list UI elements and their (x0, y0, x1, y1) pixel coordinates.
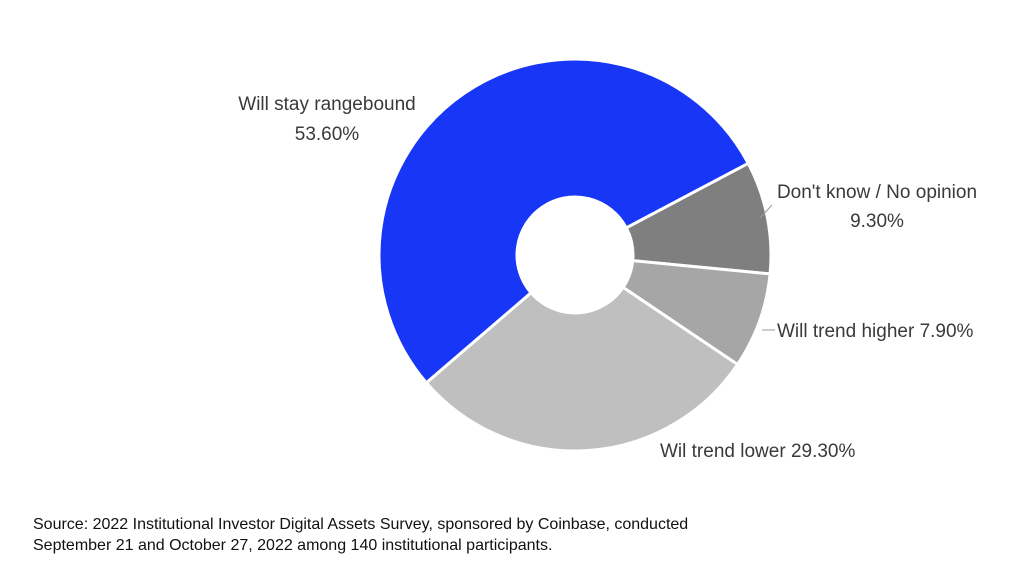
label-lower: Wil trend lower 29.30% (660, 441, 855, 462)
source-line-1: Source: 2022 Institutional Investor Digi… (33, 516, 689, 533)
source-note: Source: 2022 Institutional Investor Digi… (33, 514, 833, 556)
label-dontknow-value: 9.30% (850, 211, 904, 232)
label-rangebound-name: Will stay rangebound (238, 94, 415, 115)
label-rangebound-value: 53.60% (295, 124, 360, 145)
source-line-2: September 21 and October 27, 2022 among … (33, 537, 553, 554)
label-higher-name: Will trend higher (777, 321, 915, 342)
leader-line-dont-know (759, 204, 773, 219)
label-higher-value: 7.90% (920, 321, 974, 342)
label-lower-value: 29.30% (791, 441, 856, 462)
label-higher: Will trend higher 7.90% (777, 321, 974, 342)
donut-chart: Will stay rangebound 53.60% Don't know /… (238, 57, 977, 462)
slice-rangebound (377, 57, 751, 385)
slice-trend-lower (424, 285, 740, 453)
donut-slices (377, 57, 773, 453)
label-lower-name: Wil trend lower (660, 441, 786, 462)
label-dontknow-name: Don't know / No opinion (777, 182, 977, 203)
label-leaders (759, 204, 775, 331)
